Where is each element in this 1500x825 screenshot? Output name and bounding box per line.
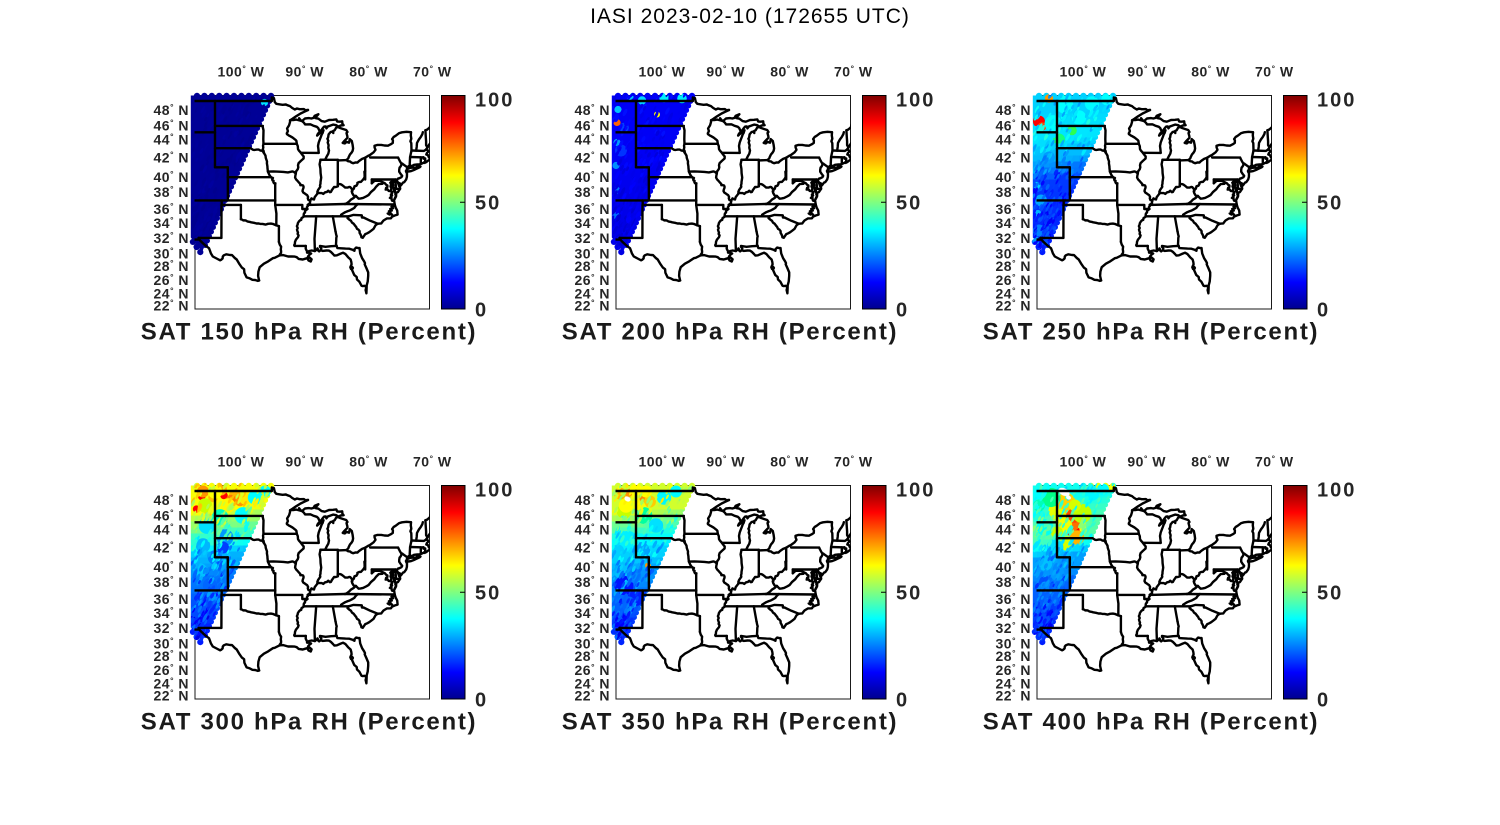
svg-text:SAT 250 hPa RH (Percent): SAT 250 hPa RH (Percent) <box>983 319 1319 346</box>
svg-text:SAT 150 hPa RH (Percent): SAT 150 hPa RH (Percent) <box>141 319 477 346</box>
svg-text:IASI 2023-02-10 (172655 UTC): IASI 2023-02-10 (172655 UTC) <box>590 5 910 28</box>
svg-text:SAT 400 hPa RH (Percent): SAT 400 hPa RH (Percent) <box>983 709 1319 736</box>
svg-text:SAT 350 hPa RH (Percent): SAT 350 hPa RH (Percent) <box>562 709 898 736</box>
svg-text:SAT 300 hPa RH (Percent): SAT 300 hPa RH (Percent) <box>141 709 477 736</box>
svg-text:SAT 200 hPa RH (Percent): SAT 200 hPa RH (Percent) <box>562 319 898 346</box>
